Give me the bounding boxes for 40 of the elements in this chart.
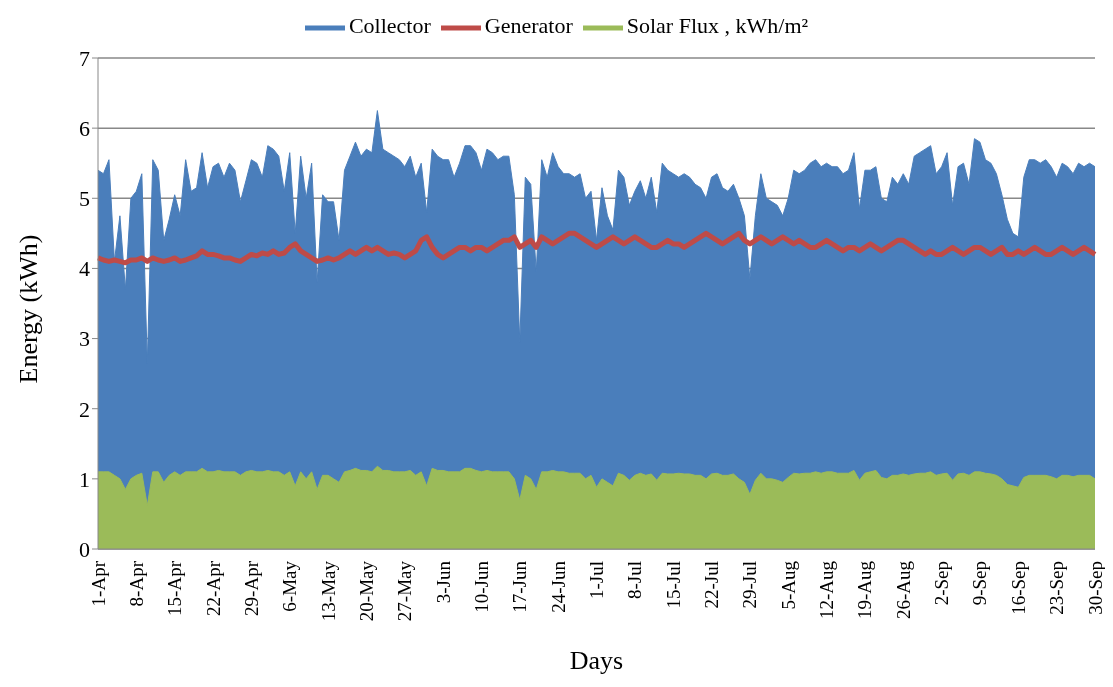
x-tick-label: 5-Aug bbox=[777, 560, 799, 610]
x-tick-label: 8-Jul bbox=[624, 561, 646, 599]
x-tick-label: 10-Jun bbox=[470, 560, 492, 613]
x-tick-label: 30-Sep bbox=[1084, 561, 1106, 615]
y-tick-label: 4 bbox=[79, 256, 90, 282]
x-tick-label: 23-Sep bbox=[1046, 561, 1068, 615]
y-axis-title: Energy (kWh) bbox=[14, 234, 44, 384]
x-axis-title: Days bbox=[569, 646, 624, 675]
x-tick-label: 29-Jul bbox=[739, 561, 761, 609]
legend-label: Generator bbox=[484, 13, 573, 39]
x-tick-label: 6-May bbox=[279, 560, 301, 612]
x-tick-label: 13-May bbox=[317, 560, 339, 622]
x-tick-label: 29-Apr bbox=[240, 560, 262, 616]
x-tick-label: 27-May bbox=[394, 560, 416, 622]
y-tick-label: 3 bbox=[79, 326, 90, 352]
x-tick-label: 12-Aug bbox=[816, 560, 838, 620]
y-tick-label: 1 bbox=[79, 466, 90, 492]
x-tick-label: 24-Jun bbox=[547, 560, 569, 613]
x-tick-label: 22-Apr bbox=[202, 560, 224, 616]
legend-label: Collector bbox=[348, 13, 431, 39]
y-tick-label: 2 bbox=[79, 396, 90, 422]
y-tick-label: 0 bbox=[79, 536, 90, 562]
y-tick-label: 5 bbox=[79, 186, 90, 212]
x-tick-label: 20-May bbox=[355, 560, 377, 622]
x-tick-label: 9-Sep bbox=[969, 561, 991, 606]
x-tick-label: 15-Jul bbox=[662, 561, 684, 609]
x-tick-label: 22-Jul bbox=[701, 561, 723, 609]
x-tick-label: 19-Aug bbox=[854, 560, 876, 620]
x-tick-label: 2-Sep bbox=[931, 561, 953, 606]
x-tick-label: 17-Jun bbox=[509, 560, 531, 613]
x-tick-label: 8-Apr bbox=[125, 560, 147, 607]
x-tick-label: 1-Apr bbox=[87, 560, 109, 607]
y-tick-label: 7 bbox=[79, 45, 90, 71]
x-tick-label: 26-Aug bbox=[892, 560, 914, 620]
y-tick-label: 6 bbox=[79, 115, 90, 141]
x-tick-label: 1-Jul bbox=[586, 561, 607, 599]
x-tick-label: 3-Jun bbox=[432, 560, 454, 604]
x-tick-label: 16-Sep bbox=[1007, 561, 1029, 615]
x-tick-label: 15-Apr bbox=[164, 560, 186, 616]
legend-label: Solar Flux , kWh/m² bbox=[626, 13, 809, 39]
